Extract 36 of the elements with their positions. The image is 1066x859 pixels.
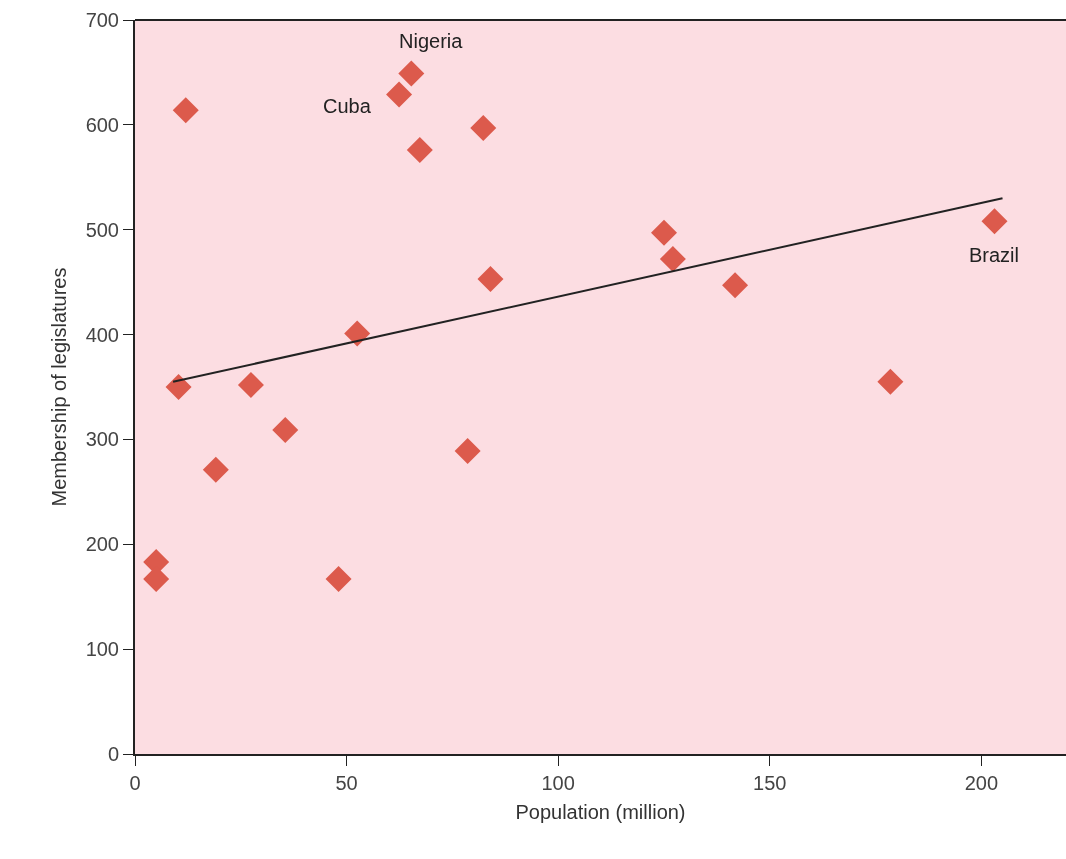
point (398, 60, 425, 87)
x-tick-label: 150 (753, 772, 787, 794)
x-tick-label: 0 (129, 772, 141, 794)
point (172, 97, 199, 124)
x-axis-title: Population (million) (515, 801, 686, 823)
x-tick-label: 200 (964, 772, 999, 794)
y-tick-label: 200 (85, 533, 119, 556)
annotation: Nigeria (399, 30, 464, 52)
y-axis-title: Membership of legislatures (47, 267, 70, 507)
point (470, 115, 497, 141)
y-tick-label: 400 (85, 323, 119, 346)
point (877, 368, 904, 395)
point (237, 371, 264, 398)
point (454, 437, 481, 464)
annotation: Cuba (323, 95, 372, 117)
point (722, 272, 749, 299)
y-tick-label: 600 (85, 113, 119, 136)
point (981, 208, 1008, 235)
point (272, 416, 299, 443)
point (165, 374, 192, 400)
point (406, 137, 433, 164)
y-tick-label: 100 (85, 638, 119, 661)
point (325, 565, 352, 592)
point (659, 246, 686, 273)
y-tick-label: 300 (85, 428, 119, 451)
y-tick-label: 700 (85, 9, 119, 31)
x-tick-label: 50 (335, 772, 358, 794)
annotation: Brazil (969, 244, 1020, 266)
y-tick-label: 0 (107, 743, 119, 765)
point (344, 320, 371, 347)
x-tick-label: 100 (541, 772, 575, 794)
point (650, 219, 677, 246)
y-tick-label: 500 (85, 218, 119, 241)
point (477, 266, 504, 292)
point (386, 81, 413, 108)
point (202, 456, 229, 483)
